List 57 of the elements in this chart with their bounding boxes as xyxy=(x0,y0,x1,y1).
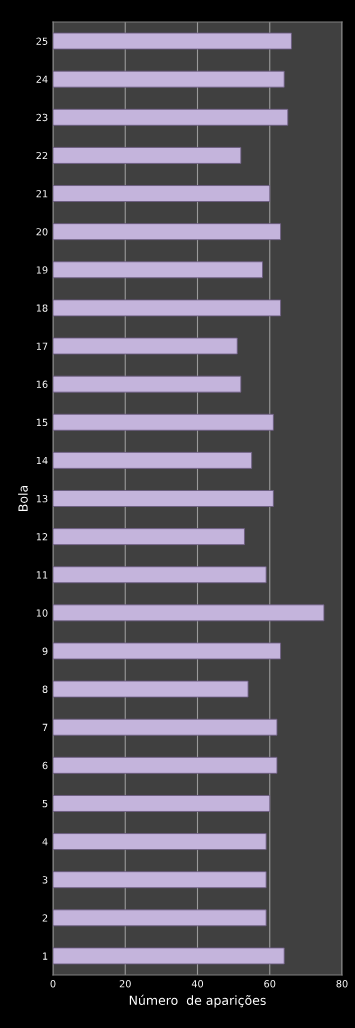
y-tick-label: 17 xyxy=(36,342,48,350)
y-tick-label: 20 xyxy=(36,228,48,236)
bar xyxy=(53,566,267,584)
y-tick-label: 8 xyxy=(42,685,48,693)
x-tick-label: 80 xyxy=(336,980,348,988)
y-tick-label: 2 xyxy=(42,914,48,922)
x-tick-label: 40 xyxy=(191,980,204,988)
bar xyxy=(53,223,282,241)
y-tick-label: 11 xyxy=(36,571,48,579)
bar xyxy=(53,947,285,965)
y-axis-title: Bola xyxy=(18,485,28,511)
y-tick-label: 21 xyxy=(36,190,48,198)
x-tick-label: 60 xyxy=(264,980,276,988)
y-tick-label: 4 xyxy=(42,838,48,846)
bar xyxy=(53,413,274,431)
y-tick-label: 1 xyxy=(43,952,48,960)
bar xyxy=(53,756,278,774)
y-tick-label: 3 xyxy=(42,876,48,884)
bar xyxy=(53,833,267,851)
bar xyxy=(53,108,289,126)
bar xyxy=(53,909,267,927)
y-tick-label: 14 xyxy=(36,456,48,465)
x-tick-label: 20 xyxy=(119,980,131,988)
bar xyxy=(53,299,282,317)
y-tick-label: 12 xyxy=(36,533,48,541)
bar xyxy=(53,451,253,469)
bar xyxy=(53,871,267,889)
y-tick-label: 22 xyxy=(36,151,48,160)
bar xyxy=(53,642,282,660)
x-tick-label: 0 xyxy=(50,980,56,988)
y-tick-label: 13 xyxy=(36,494,48,503)
bar xyxy=(53,70,285,88)
bar xyxy=(53,795,271,812)
y-tick-label: 9 xyxy=(42,647,48,655)
bar xyxy=(53,146,242,164)
y-tick-label: 6 xyxy=(42,761,48,770)
y-tick-label: 23 xyxy=(36,113,48,122)
bar xyxy=(53,718,278,736)
y-tick-label: 10 xyxy=(36,609,48,617)
y-tick-label: 5 xyxy=(42,800,48,808)
bar xyxy=(53,680,249,698)
y-tick-label: 25 xyxy=(36,37,48,45)
bar xyxy=(53,604,325,622)
bar xyxy=(53,337,238,355)
y-tick-label: 15 xyxy=(36,418,48,427)
y-tick-label: 7 xyxy=(42,723,48,731)
bar xyxy=(53,185,271,202)
x-axis-title: Número de aparições xyxy=(129,994,266,1008)
y-tick-label: 18 xyxy=(36,304,48,312)
y-tick-label: 16 xyxy=(36,380,48,388)
y-tick-label: 24 xyxy=(36,75,48,83)
bar xyxy=(53,490,274,507)
bar xyxy=(53,375,242,393)
bar xyxy=(53,261,263,279)
bar xyxy=(53,528,245,546)
bar xyxy=(53,32,292,50)
y-tick-label: 19 xyxy=(36,266,48,274)
